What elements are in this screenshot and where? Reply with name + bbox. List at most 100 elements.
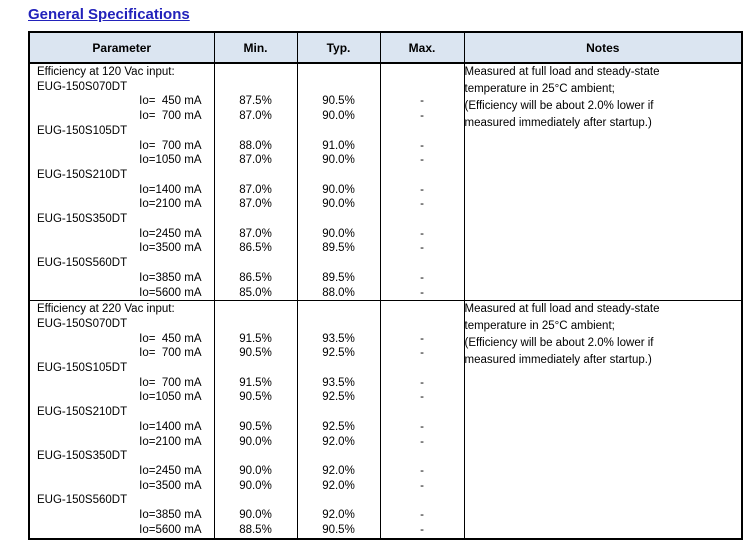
typ-value: 93.5% (296, 331, 380, 347)
data-row: Io=5600 mA 85.0% 88.0% - (29, 285, 742, 301)
load-condition: Io= 700 mA (139, 110, 202, 123)
min-cell (213, 449, 297, 464)
min-value: 91.5% (213, 375, 297, 391)
notes-cell: Measured at full load and steady-state te… (463, 63, 742, 301)
notes-cell: Measured at full load and steady-state te… (463, 300, 742, 539)
typ-value: 92.5% (296, 419, 380, 435)
data-row: Io=3500 mA 86.5% 89.5% - (29, 241, 742, 257)
model-row: EUG-150S350DT (29, 212, 742, 227)
load-condition: Io=1400 mA (139, 420, 202, 433)
load-condition: Io=5600 mA (139, 286, 202, 299)
max-value: - (379, 241, 464, 257)
model-row: EUG-150S350DT (29, 449, 742, 464)
typ-value: 90.0% (296, 109, 380, 124)
model-row: EUG-150S560DT (29, 256, 742, 271)
data-row: Io= 450 mA 87.5% 90.5% - (29, 94, 742, 110)
column-header: Min. (213, 32, 297, 64)
typ-value: 92.0% (296, 508, 380, 523)
max-value: - (379, 138, 464, 154)
model-row: EUG-150S070DT (29, 79, 742, 95)
load-condition: Io=1050 mA (139, 391, 202, 404)
table-header: Parameter Min. Typ. Max. Notes (29, 32, 742, 64)
max-value: - (379, 419, 464, 435)
min-cell (213, 63, 297, 80)
min-cell (213, 212, 297, 227)
data-row: Io=2100 mA 90.0% 92.0% - (29, 434, 742, 450)
model-name: EUG-150S560DT (37, 494, 128, 507)
min-cell (213, 493, 297, 509)
min-value: 90.0% (213, 463, 297, 479)
table-section: Efficiency at 120 Vac input: Measured at … (29, 63, 742, 301)
load-condition: Io=2450 mA (139, 464, 202, 477)
typ-value: 90.0% (296, 197, 380, 213)
data-row: Io=3850 mA 90.0% 92.0% - (29, 508, 742, 523)
max-cell (379, 212, 464, 227)
typ-value: 89.5% (296, 241, 380, 257)
min-value: 87.5% (213, 94, 297, 110)
model-name: EUG-150S560DT (37, 257, 128, 270)
model-name: EUG-150S105DT (37, 362, 128, 375)
typ-value: 90.5% (296, 94, 380, 110)
min-value: 86.5% (213, 270, 297, 286)
data-row: Io= 700 mA 88.0% 91.0% - (29, 138, 742, 154)
max-cell (379, 167, 464, 183)
load-condition: Io=1400 mA (139, 183, 202, 196)
typ-value: 92.0% (296, 434, 380, 450)
note-line: (Efficiency will be about 2.0% lower if (464, 337, 654, 350)
column-header: Max. (379, 32, 464, 64)
data-row: Io=3500 mA 90.0% 92.0% - (29, 478, 742, 494)
typ-cell (296, 316, 380, 332)
min-value: 88.0% (213, 138, 297, 154)
max-value: - (379, 508, 464, 523)
load-condition: Io=3850 mA (139, 509, 202, 522)
min-value: 88.5% (213, 522, 297, 539)
header-row: Parameter Min. Typ. Max. Notes (29, 32, 742, 64)
min-value: 87.0% (213, 197, 297, 213)
data-row: Io=2100 mA 87.0% 90.0% - (29, 197, 742, 213)
max-value: - (379, 375, 464, 391)
typ-value: 93.5% (296, 375, 380, 391)
min-cell (213, 316, 297, 332)
typ-cell (296, 256, 380, 271)
model-name: EUG-150S350DT (37, 213, 128, 226)
typ-value: 90.0% (296, 182, 380, 198)
max-cell (379, 405, 464, 420)
typ-value: 90.0% (296, 226, 380, 242)
max-value: - (379, 463, 464, 479)
min-value: 90.0% (213, 434, 297, 450)
min-value: 87.0% (213, 182, 297, 198)
typ-value: 92.5% (296, 346, 380, 362)
max-cell (379, 493, 464, 509)
note-line: temperature in 25°C ambient; (464, 83, 615, 95)
section-heading: Efficiency at 120 Vac input: (37, 66, 175, 78)
load-condition: Io= 700 mA (139, 347, 202, 360)
model-name: EUG-150S070DT (37, 317, 128, 330)
load-condition: Io=3500 mA (139, 242, 202, 255)
typ-cell (296, 212, 380, 227)
data-row: Io=2450 mA 87.0% 90.0% - (29, 226, 742, 242)
min-cell (213, 123, 297, 139)
model-row: EUG-150S210DT (29, 167, 742, 183)
data-row: Io=1050 mA 87.0% 90.0% - (29, 153, 742, 168)
note-line: Measured at full load and steady-state (464, 303, 660, 316)
section-heading: Efficiency at 220 Vac input: (37, 303, 175, 316)
model-name: EUG-150S210DT (37, 406, 128, 419)
model-name: EUG-150S105DT (37, 124, 128, 137)
max-value: - (379, 153, 464, 168)
max-value: - (379, 478, 464, 494)
column-header: Typ. (296, 32, 380, 64)
min-value: 85.0% (213, 285, 297, 301)
data-row: Io=5600 mA 88.5% 90.5% - (29, 522, 742, 539)
min-value: 87.0% (213, 226, 297, 242)
load-condition: Io= 450 mA (139, 95, 202, 108)
model-name: EUG-150S070DT (37, 80, 128, 93)
max-value: - (379, 197, 464, 213)
model-row: EUG-150S105DT (29, 123, 742, 139)
data-row: Io=1050 mA 90.5% 92.5% - (29, 390, 742, 406)
data-row: Io=2450 mA 90.0% 92.0% - (29, 463, 742, 479)
typ-value: 91.0% (296, 138, 380, 154)
typ-value: 92.0% (296, 478, 380, 494)
max-cell (379, 300, 464, 317)
load-condition: Io= 450 mA (139, 332, 202, 345)
